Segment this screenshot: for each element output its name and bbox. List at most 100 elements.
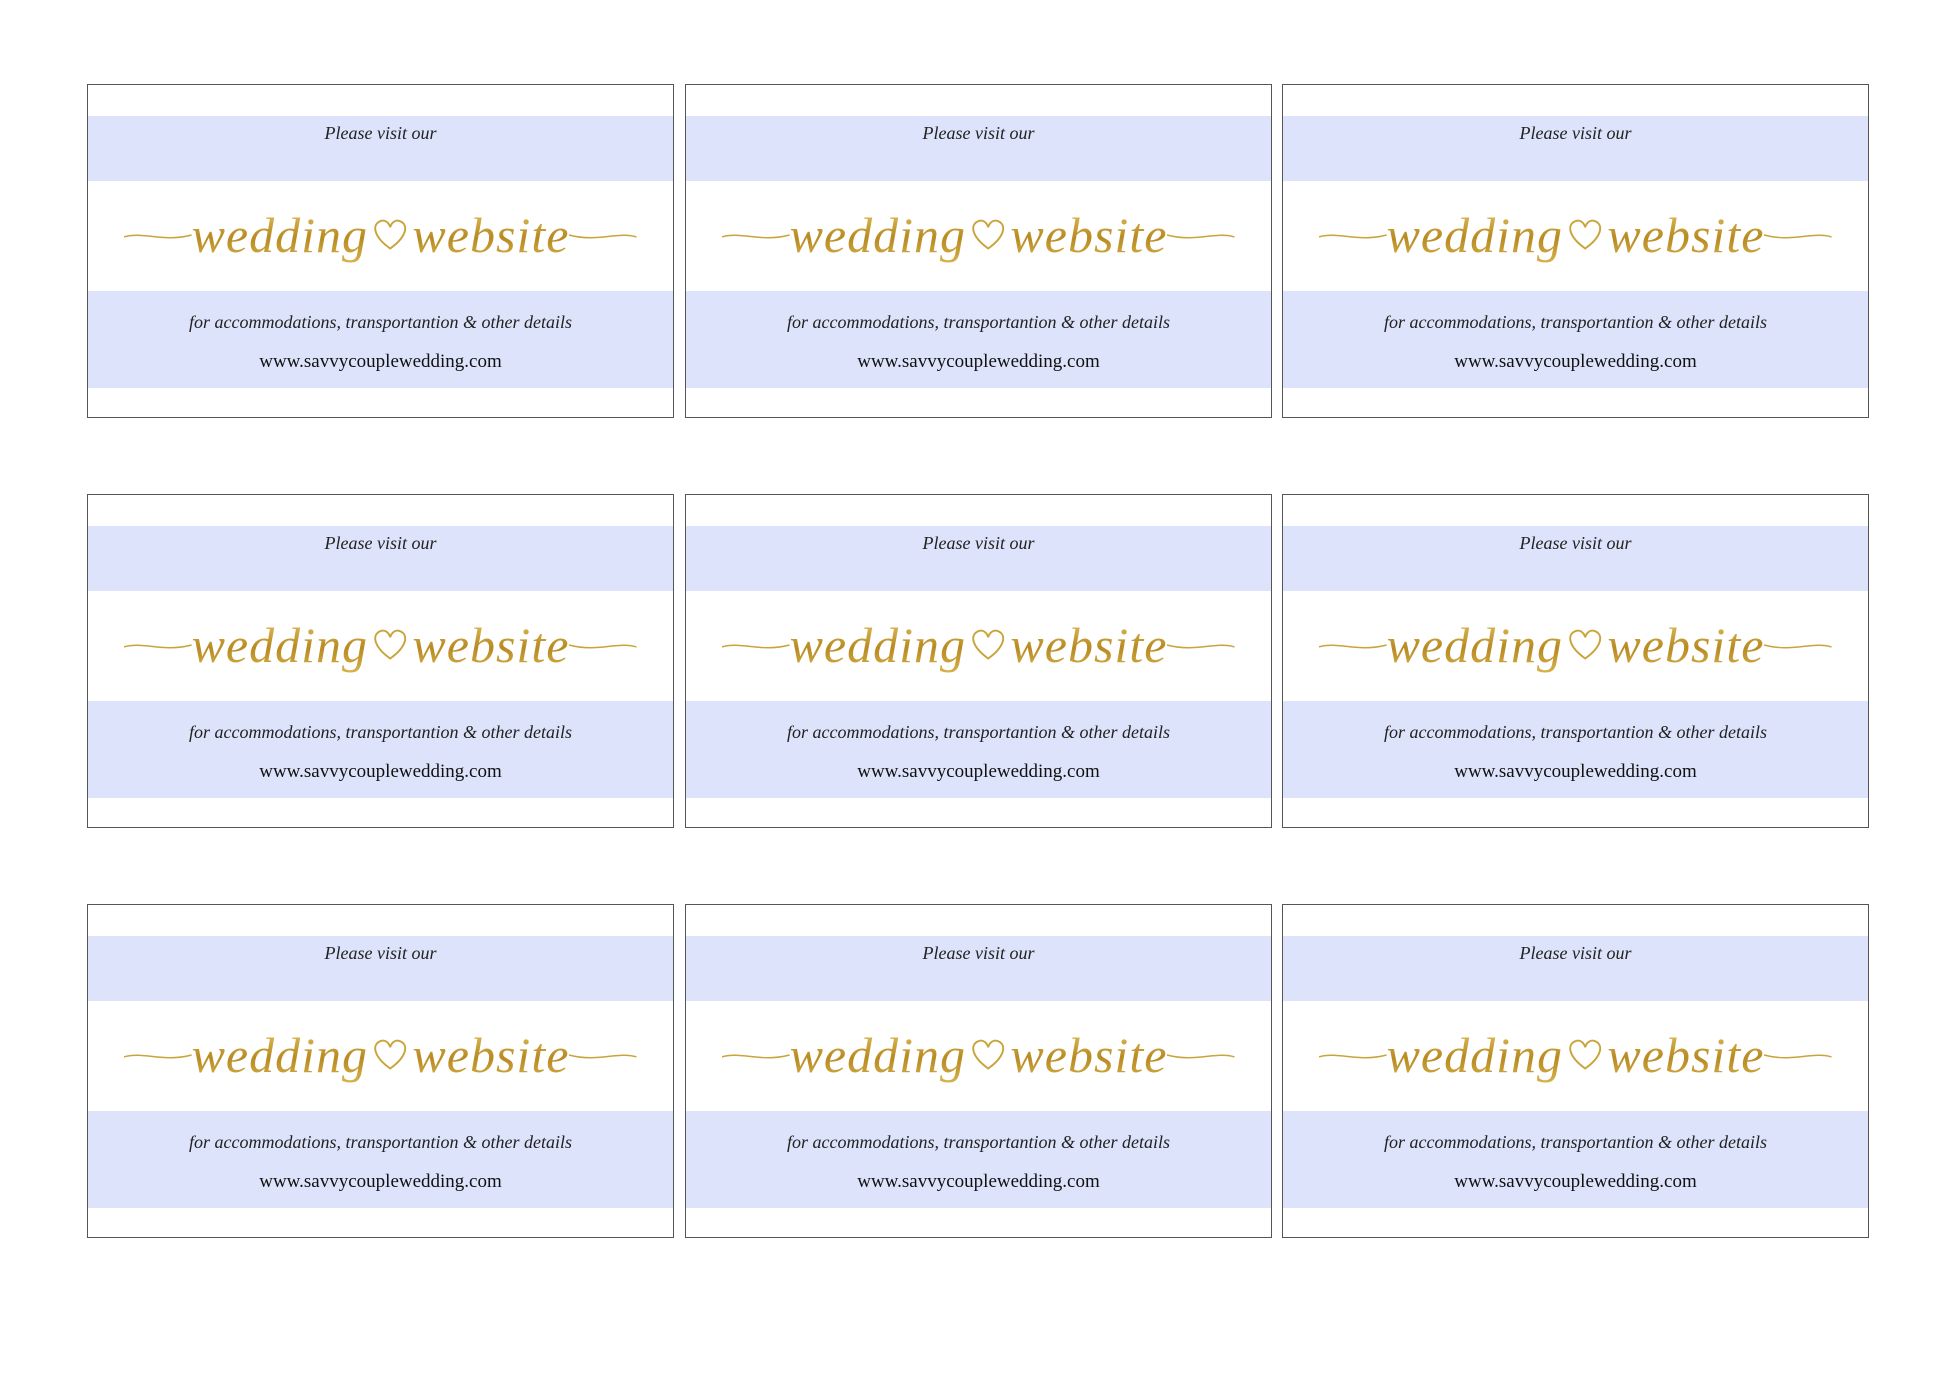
- band: [1283, 116, 1868, 181]
- flourish: [569, 644, 637, 649]
- card: Please visit our wedding website for accomm…: [1282, 84, 1869, 418]
- band: [1283, 936, 1868, 1001]
- script-word: website: [1607, 617, 1765, 673]
- script-title: wedding website: [1319, 593, 1832, 697]
- card: Please visit our wedding website for accomm…: [685, 84, 1272, 418]
- script-word: wedding: [1386, 207, 1564, 263]
- intro-text: Please visit our: [922, 943, 1035, 963]
- flourish: [1319, 234, 1387, 239]
- script-title: wedding website: [124, 183, 637, 287]
- script-word: website: [412, 617, 570, 673]
- band: [88, 1111, 673, 1208]
- card: Please visit our wedding website for accomm…: [87, 904, 674, 1238]
- band: [88, 526, 673, 591]
- heart-icon: [1569, 629, 1602, 660]
- heart-icon: [374, 1039, 407, 1070]
- band: [686, 526, 1271, 591]
- intro-text: Please visit our: [1519, 123, 1632, 143]
- script-word: wedding: [1386, 1027, 1564, 1083]
- script-word: wedding: [191, 207, 369, 263]
- details-text: for accommodations, transportantion & ot…: [786, 312, 1170, 332]
- band: [1283, 701, 1868, 798]
- script-title: wedding website: [722, 1003, 1235, 1107]
- flourish: [1319, 644, 1387, 649]
- flourish: [722, 1054, 790, 1059]
- band: [1283, 526, 1868, 591]
- heart-icon: [1569, 1039, 1602, 1070]
- details-text: for accommodations, transportantion & ot…: [786, 1132, 1170, 1152]
- script-word: website: [1607, 1027, 1765, 1083]
- intro-text: Please visit our: [1519, 943, 1632, 963]
- flourish: [569, 1054, 637, 1059]
- url-text: www.savvycouplewedding.com: [1454, 351, 1697, 372]
- script-title: wedding website: [722, 593, 1235, 697]
- script-title: wedding website: [1319, 183, 1832, 287]
- flourish: [124, 644, 192, 649]
- intro-text: Please visit our: [922, 533, 1035, 553]
- flourish: [1764, 234, 1832, 239]
- details-text: for accommodations, transportantion & ot…: [188, 312, 572, 332]
- band: [88, 701, 673, 798]
- details-text: for accommodations, transportantion & ot…: [188, 722, 572, 742]
- flourish: [569, 234, 637, 239]
- url-text: www.savvycouplewedding.com: [857, 761, 1100, 782]
- details-text: for accommodations, transportantion & ot…: [1383, 312, 1767, 332]
- intro-text: Please visit our: [324, 943, 437, 963]
- heart-icon: [972, 219, 1005, 250]
- band: [88, 116, 673, 181]
- script-title: wedding website: [124, 1003, 637, 1107]
- script-word: website: [1010, 1027, 1168, 1083]
- card: Please visit our wedding website for accomm…: [685, 494, 1272, 828]
- script-word: website: [1010, 207, 1168, 263]
- band: [686, 1111, 1271, 1208]
- band: [88, 936, 673, 1001]
- script-word: wedding: [191, 617, 369, 673]
- flourish: [124, 1054, 192, 1059]
- script-word: website: [1607, 207, 1765, 263]
- intro-text: Please visit our: [324, 533, 437, 553]
- script-title: wedding website: [722, 183, 1235, 287]
- heart-icon: [374, 629, 407, 660]
- band: [686, 116, 1271, 181]
- script-word: website: [1010, 617, 1168, 673]
- flourish: [1319, 1054, 1387, 1059]
- flourish: [1764, 1054, 1832, 1059]
- card: Please visit our wedding website for accomm…: [1282, 494, 1869, 828]
- intro-text: Please visit our: [1519, 533, 1632, 553]
- script-word: website: [412, 1027, 570, 1083]
- details-text: for accommodations, transportantion & ot…: [786, 722, 1170, 742]
- script-word: wedding: [789, 617, 967, 673]
- heart-icon: [972, 1039, 1005, 1070]
- details-text: for accommodations, transportantion & ot…: [1383, 1132, 1767, 1152]
- url-text: www.savvycouplewedding.com: [857, 351, 1100, 372]
- flourish: [1167, 644, 1235, 649]
- flourish: [124, 234, 192, 239]
- url-text: www.savvycouplewedding.com: [259, 351, 502, 372]
- card: Please visit our wedding website for accomm…: [87, 494, 674, 828]
- intro-text: Please visit our: [922, 123, 1035, 143]
- script-word: wedding: [789, 207, 967, 263]
- band: [686, 701, 1271, 798]
- url-text: www.savvycouplewedding.com: [1454, 761, 1697, 782]
- flourish: [722, 644, 790, 649]
- flourish: [1764, 644, 1832, 649]
- script-title: wedding website: [1319, 1003, 1832, 1107]
- url-text: www.savvycouplewedding.com: [259, 1171, 502, 1192]
- script-word: website: [412, 207, 570, 263]
- band: [686, 291, 1271, 388]
- band: [88, 291, 673, 388]
- script-word: wedding: [1386, 617, 1564, 673]
- details-text: for accommodations, transportantion & ot…: [188, 1132, 572, 1152]
- script-word: wedding: [191, 1027, 369, 1083]
- url-text: www.savvycouplewedding.com: [1454, 1171, 1697, 1192]
- card: Please visit our wedding website for accomm…: [685, 904, 1272, 1238]
- card: Please visit our wedding website for accomm…: [1282, 904, 1869, 1238]
- flourish: [722, 234, 790, 239]
- heart-icon: [972, 629, 1005, 660]
- heart-icon: [374, 219, 407, 250]
- heart-icon: [1569, 219, 1602, 250]
- flourish: [1167, 234, 1235, 239]
- flourish: [1167, 1054, 1235, 1059]
- script-title: wedding website: [124, 593, 637, 697]
